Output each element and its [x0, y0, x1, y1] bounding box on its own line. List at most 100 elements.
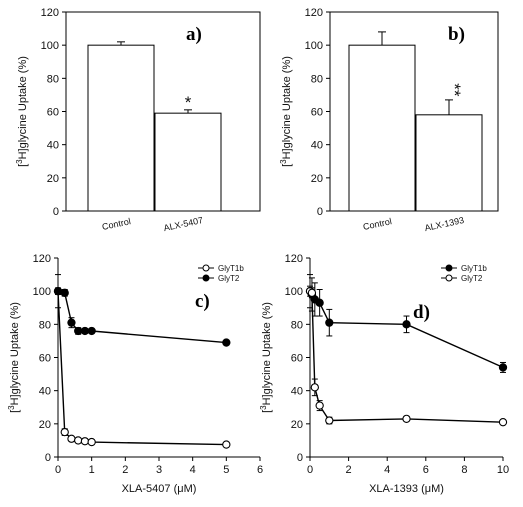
legend-marker	[445, 264, 453, 272]
series-glyt2	[305, 285, 508, 427]
series-glyt2	[53, 287, 231, 347]
y-axis-label: [3H]glycine Uptake (%)	[15, 56, 30, 167]
x-tick-label: 6	[423, 464, 429, 476]
legend-entry: GlyT1b	[198, 264, 244, 273]
x-axis-label: XLA-1393 (μM)	[369, 483, 444, 495]
data-point	[222, 338, 231, 347]
legend-entry: GlyT2	[198, 274, 240, 283]
y-tick-label: 100	[285, 286, 303, 298]
data-point	[74, 436, 83, 445]
bar-alx-5407	[154, 112, 222, 212]
x-tick-label: 3	[156, 464, 162, 476]
panel-d: 0 20 40 60 80 100 120 [3H]glycine Uptake (%) d) 0…	[259, 253, 510, 495]
x-axis-label: XLA-5407 (μM)	[122, 483, 197, 495]
panel-b: 0 20 40 60 80 100 120 [3H]glycine Uptake (%) b) C…	[279, 7, 499, 233]
legend-label: GlyT1b	[461, 264, 487, 273]
significance-marker: **	[445, 83, 464, 97]
data-point	[67, 318, 76, 327]
y-axis-label: [3H]glycine Uptake (%)	[7, 302, 22, 413]
x-tick-label: 4	[190, 464, 196, 476]
y-axis-label: [3H]glycine Uptake (%)	[279, 56, 294, 167]
data-point	[222, 440, 231, 449]
x-tick-label: 2	[122, 464, 128, 476]
y-tick-label: 0	[317, 206, 323, 218]
category-label: Control	[101, 216, 131, 232]
data-point	[87, 326, 96, 336]
significance-marker: *	[185, 93, 192, 112]
y-tick-label: 120	[33, 253, 51, 265]
y-tick-label: 100	[305, 40, 323, 52]
y-axis-label: [3H]glycine Uptake (%)	[259, 302, 274, 413]
legend-marker	[202, 264, 210, 272]
legend-entry: GlyT1b	[441, 264, 487, 273]
y-tick-label: 20	[311, 173, 323, 185]
y-tick-label: 0	[53, 206, 59, 218]
legend-marker	[445, 274, 453, 282]
y-tick-label: 80	[311, 73, 323, 85]
x-tick-label: 0	[307, 464, 313, 476]
series-line	[309, 290, 504, 423]
category-label: ALX-1393	[424, 215, 465, 233]
y-tick-label: 20	[39, 419, 51, 431]
data-point	[310, 383, 319, 392]
data-point	[80, 326, 90, 336]
data-point	[315, 401, 324, 410]
y-tick-label: 20	[291, 419, 303, 431]
x-tick-label: 8	[461, 464, 467, 476]
data-point	[498, 418, 508, 427]
panel-c: 0 20 40 60 80 100 120 [3H]glycine Uptake (%) c) 0…	[7, 253, 264, 495]
y-tick-label: 80	[47, 73, 59, 85]
y-tick-label: 100	[33, 286, 51, 298]
category-label: Control	[362, 216, 392, 232]
y-tick-label: 20	[47, 173, 59, 185]
legend-label: GlyT2	[218, 274, 240, 283]
y-tick-label: 80	[39, 319, 51, 331]
data-point	[307, 288, 317, 297]
y-tick-label: 80	[291, 319, 303, 331]
y-tick-label: 0	[297, 452, 303, 464]
data-point	[53, 287, 63, 296]
x-tick-label: 10	[497, 464, 509, 476]
data-point	[402, 414, 411, 424]
panel-label: b)	[448, 24, 465, 45]
legend-label: GlyT2	[461, 274, 483, 283]
x-tick-label: 6	[257, 464, 263, 476]
data-point	[60, 288, 69, 297]
x-tick-label: 5	[223, 464, 229, 476]
y-tick-label: 120	[41, 7, 59, 19]
x-tick-label: 1	[89, 464, 95, 476]
category-label: ALX-5407	[163, 215, 204, 233]
y-tick-label: 40	[47, 140, 59, 152]
y-tick-label: 40	[39, 386, 51, 398]
bar-control	[348, 44, 416, 212]
x-tick-label: 4	[384, 464, 390, 476]
series-glyt1b	[305, 274, 508, 373]
y-tick-label: 60	[47, 107, 59, 119]
series-line	[57, 291, 227, 446]
x-tick-label: 0	[55, 464, 61, 476]
data-point	[60, 427, 69, 437]
data-point	[402, 320, 411, 329]
y-tick-label: 120	[285, 253, 303, 265]
y-tick-label: 60	[291, 353, 303, 365]
y-tick-label: 0	[45, 452, 51, 464]
x-tick-label: 2	[346, 464, 352, 476]
panel-label: a)	[186, 24, 202, 45]
data-point	[315, 298, 324, 307]
y-tick-label: 40	[291, 386, 303, 398]
data-point	[498, 363, 508, 372]
data-point	[87, 437, 96, 447]
legend-marker	[202, 274, 210, 282]
legend-label: GlyT1b	[218, 264, 244, 273]
y-tick-label: 40	[311, 140, 323, 152]
data-point	[80, 437, 90, 446]
legend-entry: GlyT2	[441, 274, 483, 283]
data-point	[67, 434, 76, 443]
y-tick-label: 60	[39, 353, 51, 365]
panel-label: d)	[413, 302, 430, 323]
data-point	[74, 326, 83, 336]
data-point	[325, 318, 334, 327]
y-tick-label: 120	[305, 7, 323, 19]
bar-alx-1393	[415, 114, 483, 212]
